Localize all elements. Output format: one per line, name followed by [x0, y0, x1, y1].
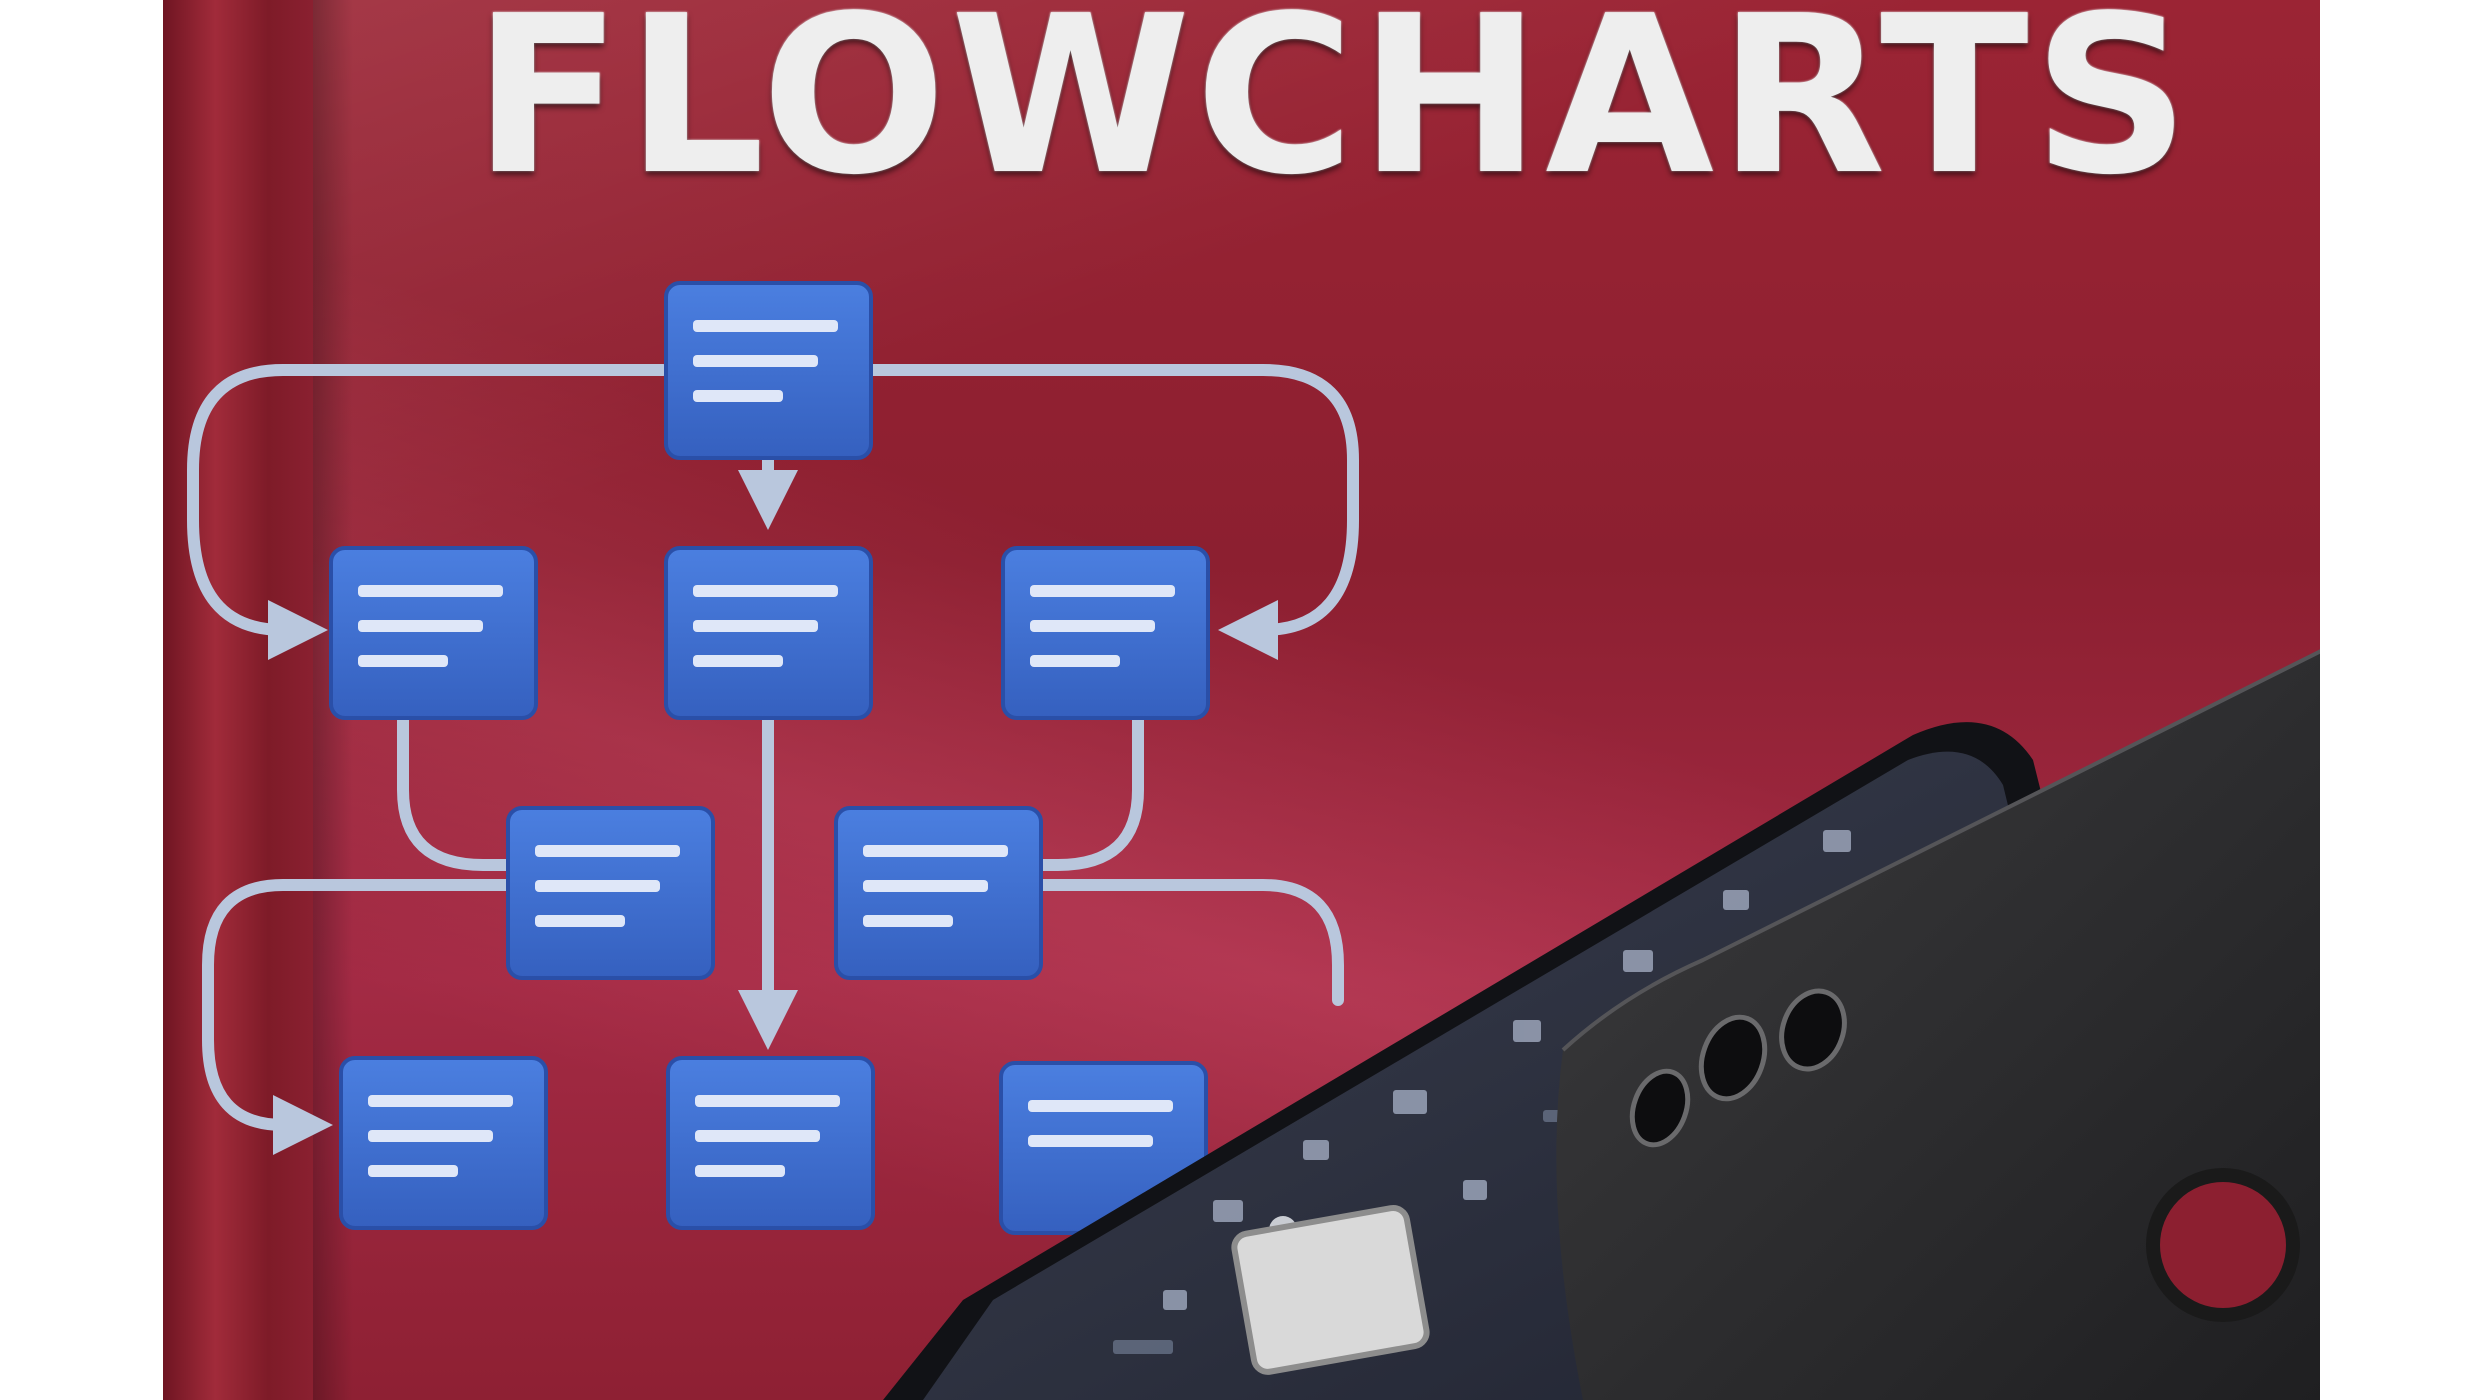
- flow-box-row1-left: [329, 546, 538, 720]
- case-round-cutout: [2146, 1168, 2300, 1322]
- flow-box-row3-center: [666, 1056, 875, 1230]
- flow-box-row3-left: [339, 1056, 548, 1230]
- flow-box-row2-left: [506, 806, 715, 980]
- flowchart-boxes: [329, 281, 1210, 1235]
- circuit-device-illustration: [883, 649, 2320, 1400]
- connector-left-join: [397, 714, 514, 871]
- flow-box-row2-right: [834, 806, 1043, 980]
- flow-box-row1-center: [664, 546, 873, 720]
- usb-port: [1231, 1205, 1430, 1375]
- connector-right-join: [1027, 714, 1144, 871]
- device-case: [1556, 649, 2320, 1400]
- flowchart-illustration: [187, 281, 1359, 1235]
- book-spine: [163, 0, 313, 1400]
- connector-top-left: [187, 364, 669, 660]
- connector-bottom-left: [202, 879, 514, 1155]
- connector-bottom-right: [1027, 879, 1344, 1006]
- flowchart-connectors: [187, 364, 1359, 1155]
- cover-title: FLOWCHARTS: [473, 0, 2194, 223]
- connector-top-right: [867, 364, 1359, 660]
- book-cover: FLOWCHARTS: [163, 0, 2320, 1400]
- flow-box-row1-right: [1001, 546, 1210, 720]
- flow-box-top: [664, 281, 873, 460]
- case-holes: [1629, 988, 1847, 1148]
